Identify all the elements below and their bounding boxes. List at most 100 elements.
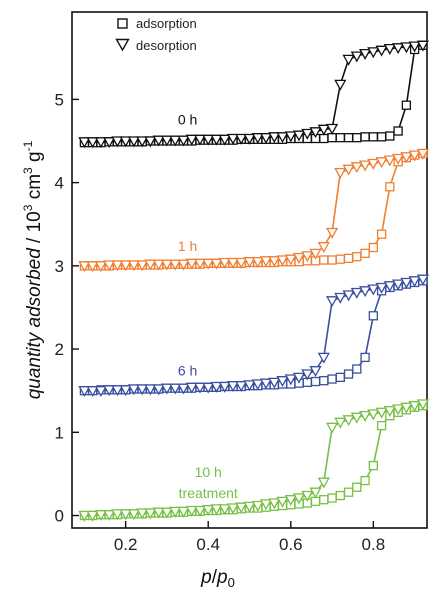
desorption-point [193,505,207,517]
desorption-point [325,227,339,239]
desorption-point [375,407,388,419]
adsorption-point [343,133,354,143]
desorption-point [383,155,396,167]
desorption-point [177,259,190,271]
desorption-point [268,377,281,389]
desorption-point [416,399,430,411]
desorption-point [193,134,207,146]
adsorption-point [352,364,362,374]
legend: adsorption desorption [115,16,197,53]
desorption-point [177,135,190,147]
desorption-point [177,383,190,395]
desorption-point [152,507,165,519]
adsorption-point [368,311,378,321]
desorption-point [334,292,347,304]
desorption-point [358,410,372,422]
series-label-3: 10 h [195,464,222,480]
desorption-point [185,382,198,394]
adsorption-point [335,372,345,383]
adsorption-point [310,376,321,387]
desorption-point [218,504,231,516]
y-axis-title: quantity adsorbed / 103 cm3 g-1 [21,140,45,399]
legend-desorption-label: desorption [136,38,197,53]
desorption-point [235,381,248,393]
desorption-point [342,290,355,302]
desorption-point [78,510,91,522]
desorption-point [309,487,322,499]
adsorption-line [84,404,424,517]
series-label-0: 0 h [178,111,197,127]
desorption-point [193,258,207,270]
y-tick-label: 0 [55,507,64,526]
axis-ticks: 0.2 0.4 0.6 0.8 0 1 2 3 4 5 [55,90,386,554]
desorption-point [185,134,198,146]
desorption-point [400,402,413,414]
desorption-point [342,164,355,176]
desorption-point [325,123,339,135]
desorption-point [292,252,306,264]
adsorption-point [360,475,370,486]
desorption-point [358,160,372,172]
desorption-point [408,401,421,413]
series-label-2: 6 h [178,363,197,379]
desorption-point [309,366,322,378]
y-tick-label: 1 [55,423,64,442]
desorption-point [408,41,421,53]
desorption-point [202,505,215,517]
desorption-line [84,403,424,517]
adsorption-point [360,352,370,363]
desorption-point [127,384,141,396]
desorption-point [276,255,289,267]
desorption-point [391,404,405,416]
adsorption-line [84,280,424,392]
desorption-point [334,79,347,91]
desorption-point [127,136,141,148]
legend-adsorption-marker [117,18,128,29]
adsorption-point [368,242,378,253]
desorption-point [317,477,330,489]
desorption-line [84,44,423,143]
desorption-point [400,152,413,164]
desorption-point [243,501,256,513]
desorption-point [243,257,256,269]
desorption-point [210,258,223,270]
desorption-point [350,162,363,174]
desorption-point [416,274,430,286]
desorption-point [111,260,124,272]
desorption-point [317,242,330,254]
adsorption-point [352,252,362,262]
desorption-point [136,136,149,148]
desorption-point [144,508,157,520]
desorption-point [391,43,405,55]
adsorption-point [360,132,370,142]
desorption-point [251,379,264,391]
adsorption-point [335,490,345,501]
desorption-point [152,135,165,147]
series-2 [78,274,430,398]
desorption-point [367,409,380,421]
desorption-point [235,502,248,514]
series-layer [78,40,430,522]
adsorption-point [376,420,387,431]
desorption-point [235,133,248,145]
y-tick-label: 5 [55,90,64,109]
desorption-point [243,133,256,145]
desorption-point [292,130,306,142]
desorption-point [259,499,273,511]
desorption-point [251,500,264,512]
series-labels: 0 h 1 h 6 h 10 h treatment [178,111,238,501]
desorption-point [416,40,430,52]
desorption-point [350,412,363,424]
desorption-point [284,131,297,143]
desorption-point [235,257,248,269]
svg-text:p/p0: p/p0 [200,567,235,590]
desorption-point [144,384,157,396]
desorption-point [268,256,281,268]
desorption-point [276,376,289,388]
adsorption-point [360,248,370,259]
desorption-point [127,260,141,272]
desorption-point [94,137,108,149]
series-label-1: 1 h [178,238,197,254]
x-tick-label: 0.8 [362,535,386,554]
desorption-point [268,498,281,510]
